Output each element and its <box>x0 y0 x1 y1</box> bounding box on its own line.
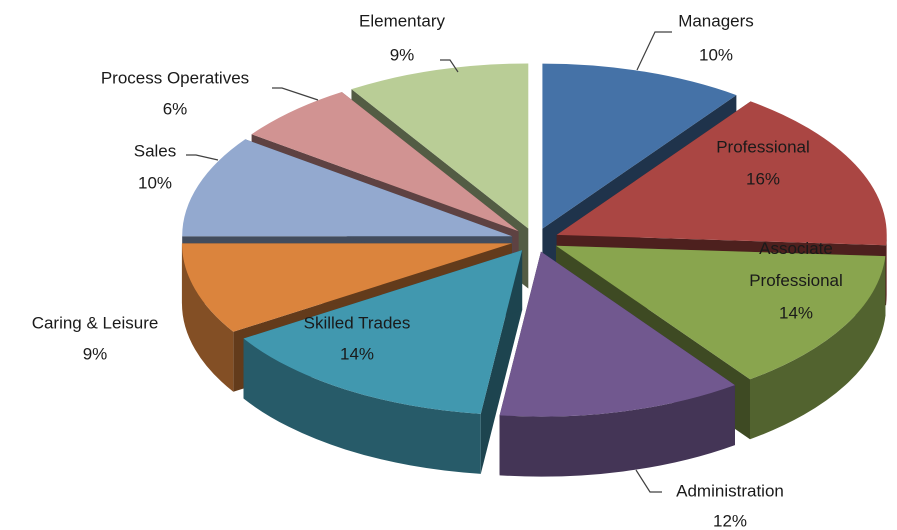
slice <box>243 250 523 414</box>
value-label: 9% <box>83 344 108 363</box>
leader-line <box>440 59 459 73</box>
value-label: 10% <box>699 45 733 64</box>
leader-line <box>635 469 662 493</box>
category-label: Sales <box>134 141 177 160</box>
value-label: 9% <box>390 45 415 64</box>
category-label: Elementary <box>359 11 445 30</box>
category-label: Administration <box>676 481 784 500</box>
slice <box>556 245 886 380</box>
slice <box>499 251 735 417</box>
value-label: 14% <box>779 303 813 322</box>
slice-side <box>750 256 886 440</box>
value-label: 14% <box>340 344 374 363</box>
value-label: 6% <box>163 99 188 118</box>
slice <box>542 63 737 229</box>
labels: Managers 10% Professional 16% Associate Profe… <box>32 11 843 530</box>
slice-side <box>886 234 887 306</box>
category-label: Process Operatives <box>101 68 249 87</box>
slice-side <box>181 243 234 392</box>
slice <box>182 139 513 237</box>
slice-side <box>499 385 735 477</box>
leader-line <box>636 31 672 71</box>
slice <box>181 243 512 332</box>
category-label: Caring & Leisure <box>32 313 159 332</box>
category-label: Skilled Trades <box>304 313 411 332</box>
slice <box>351 63 529 229</box>
category-label: Professional <box>716 137 810 156</box>
value-label: 16% <box>746 169 780 188</box>
pie <box>181 63 887 477</box>
category-label: Associate Professional <box>749 239 843 290</box>
slice <box>251 91 519 232</box>
category-label: Managers <box>678 11 754 30</box>
value-label: 10% <box>138 173 172 192</box>
slice <box>556 101 887 246</box>
leader-line <box>272 87 319 101</box>
value-label: 12% <box>713 511 747 530</box>
slice-side <box>243 338 481 474</box>
leader-line <box>186 154 219 161</box>
